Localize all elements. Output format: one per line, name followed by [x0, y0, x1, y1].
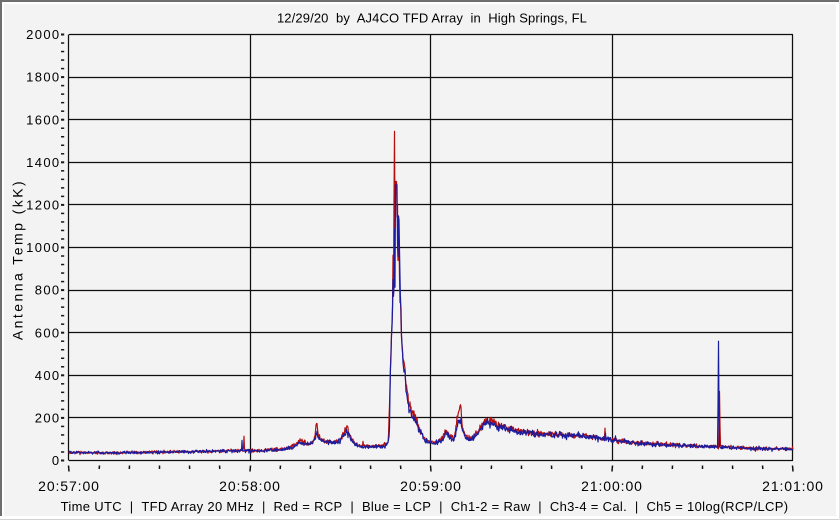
svg-text:Antenna Temp (kK): Antenna Temp (kK): [10, 179, 26, 340]
svg-text:21:00:00: 21:00:00: [581, 478, 643, 494]
svg-text:0: 0: [52, 453, 61, 468]
svg-text:1800: 1800: [26, 70, 60, 85]
svg-text:600: 600: [35, 325, 61, 340]
svg-text:400: 400: [35, 368, 61, 383]
svg-text:12/29/20 by AJ4CO TFD Array: 12/29/20 by AJ4CO TFD Array in High Spri…: [277, 11, 587, 26]
svg-text:1600: 1600: [26, 112, 60, 127]
svg-text:800: 800: [35, 283, 61, 298]
svg-text:1200: 1200: [26, 198, 60, 213]
svg-text:2000: 2000: [26, 27, 60, 42]
svg-text:1000: 1000: [26, 240, 60, 255]
svg-text:20:59:00: 20:59:00: [400, 478, 462, 494]
svg-text:1400: 1400: [26, 155, 60, 170]
svg-text:20:57:00: 20:57:00: [38, 478, 100, 494]
svg-text:21:01:00: 21:01:00: [762, 478, 824, 494]
svg-text:200: 200: [35, 411, 61, 426]
svg-text:Time UTC | TFD Array 20 MHz: Time UTC | TFD Array 20 MHz | Red = RCP …: [61, 499, 789, 514]
svg-text:20:58:00: 20:58:00: [219, 478, 281, 494]
